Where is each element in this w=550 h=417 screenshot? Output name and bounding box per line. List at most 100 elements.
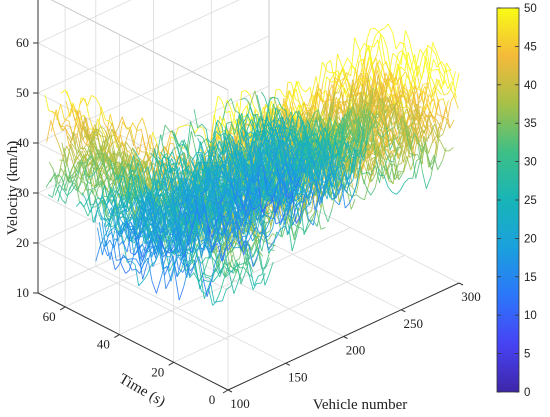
trajectory-segment <box>214 207 220 225</box>
trajectory-segment <box>104 151 110 167</box>
trajectory-segment <box>105 217 111 228</box>
trajectory-segment <box>125 126 130 130</box>
trajectory-segment <box>149 245 155 249</box>
trajectory-segment <box>239 266 244 269</box>
trajectory-segment <box>179 152 185 157</box>
trajectory-segment <box>199 239 204 242</box>
trajectory-segment <box>126 126 131 130</box>
trajectory-segment <box>135 217 141 236</box>
trajectory-segment <box>66 191 72 197</box>
trajectory-segment <box>130 252 136 256</box>
trajectory-segment <box>228 268 234 274</box>
trajectory-segment <box>116 164 122 170</box>
trajectory-segment <box>183 159 189 180</box>
trajectory-segment <box>49 172 56 183</box>
trajectory-segment <box>88 188 93 199</box>
trajectory-segment <box>184 213 190 243</box>
trajectory-segment <box>160 151 165 158</box>
trajectory-segment <box>89 149 95 166</box>
trajectory-segment <box>150 239 157 259</box>
trajectory-segment <box>167 158 173 167</box>
trajectory-segment <box>115 182 121 193</box>
trajectory-segment <box>233 102 238 121</box>
trajectory-segment <box>158 227 164 239</box>
trajectory-segment <box>93 135 98 152</box>
trajectory-segment <box>101 194 107 208</box>
trajectory-segment <box>157 156 163 162</box>
trajectory-segment <box>137 175 143 190</box>
trajectory-segment <box>165 279 171 289</box>
trajectory-segment <box>183 124 188 127</box>
grid-line <box>211 212 402 311</box>
trajectory-segment <box>137 243 143 250</box>
trajectory-segment <box>94 204 99 223</box>
trajectory-segment <box>154 148 160 173</box>
trajectory-segment <box>107 194 113 197</box>
trajectory-segment <box>242 124 247 146</box>
trajectory-segment <box>245 254 251 266</box>
trajectory-segment <box>124 219 130 225</box>
trajectory-segment <box>205 276 210 279</box>
trajectory-segment <box>133 144 140 156</box>
trajectory-segment <box>206 275 212 277</box>
trajectory-segment <box>212 96 219 123</box>
trajectory-segment <box>127 205 133 213</box>
trajectory-segment <box>53 174 59 180</box>
trajectory-segment <box>279 88 285 97</box>
trajectory-segment <box>91 163 98 188</box>
trajectory-segment <box>97 209 102 221</box>
trajectory-segment <box>103 122 109 129</box>
trajectory-segment <box>161 185 166 204</box>
grid-line <box>37 0 132 44</box>
trajectory-segment <box>148 149 154 162</box>
trajectory-segment <box>179 237 185 258</box>
trajectory-segment <box>110 187 115 190</box>
trajectory-segment <box>84 98 90 117</box>
trajectory-segment <box>148 181 153 185</box>
trajectory-segment <box>132 155 139 175</box>
trajectory-segment <box>273 210 279 220</box>
trajectory-segment <box>174 200 179 203</box>
trajectory-segment <box>98 182 104 186</box>
trajectory-segment <box>199 279 204 290</box>
trajectory-segment <box>217 300 223 303</box>
trajectory-segment <box>163 213 169 234</box>
trajectory-segment <box>230 255 237 274</box>
trajectory-segment <box>66 91 72 104</box>
trajectory-segment <box>152 243 157 255</box>
trajectory-segment <box>86 139 93 154</box>
trajectory-segment <box>94 149 99 162</box>
trajectory-segment <box>189 272 195 278</box>
trajectory-segment <box>119 182 125 201</box>
trajectory-segment <box>130 233 135 256</box>
trajectory-segment <box>137 250 144 280</box>
trajectory-segment <box>196 221 203 229</box>
trajectory-segment <box>141 249 147 262</box>
trajectory-segment <box>142 214 149 226</box>
trajectory-segment <box>241 90 246 93</box>
trajectory-segment <box>153 232 159 249</box>
trajectory-segment <box>197 228 202 231</box>
trajectory-segment <box>103 222 108 237</box>
trajectory-segment <box>138 280 144 287</box>
trajectory-segment <box>81 137 87 145</box>
trajectory-segment <box>166 239 171 242</box>
trajectory-segment <box>170 248 176 274</box>
trajectory-segment <box>151 281 157 294</box>
trajectory-segment <box>147 218 154 244</box>
trajectory-segment <box>230 108 236 122</box>
trajectory-segment <box>253 234 259 239</box>
trajectory-segment <box>142 275 148 282</box>
trajectory-segment <box>169 246 174 254</box>
trajectory-segment <box>201 257 206 264</box>
trajectory-segment <box>129 173 135 189</box>
trajectory-segment <box>129 129 135 146</box>
trajectory-segment <box>176 184 183 195</box>
trajectory-segment <box>107 122 113 135</box>
trajectory-segment <box>128 206 133 218</box>
trajectory-segment <box>166 255 171 258</box>
trajectory-segment <box>224 273 230 278</box>
trajectory-segment <box>52 181 57 198</box>
trajectory-segment <box>133 181 139 203</box>
trajectory-segment <box>136 187 141 191</box>
